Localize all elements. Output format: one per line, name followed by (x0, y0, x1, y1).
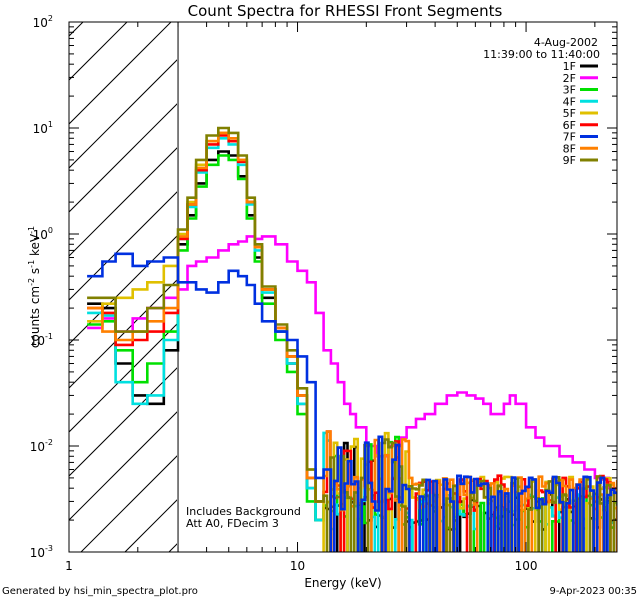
chart-title: Count Spectra for RHESSI Front Segments (188, 2, 503, 20)
y-tick-label: 101 (33, 120, 53, 136)
y-label-units: counts cm (28, 286, 42, 348)
date-label: 4-Aug-2002 (534, 36, 598, 49)
hatch-line (69, 191, 177, 301)
hatch-line (69, 411, 177, 521)
y-tick-label: 10-2 (30, 438, 53, 454)
hatch-line (69, 235, 177, 345)
hatch-line (69, 103, 177, 213)
hatch-line (69, 367, 177, 477)
y-tick-label: 10-3 (30, 544, 53, 560)
y-label-kev: keV (28, 233, 42, 260)
legend-label-3F: 3F (563, 84, 576, 97)
legend-label-9F: 9F (563, 154, 576, 167)
time-range-label: 11:39:00 to 11:40:00 (483, 48, 600, 61)
y-label-exp-s: -1 (27, 260, 36, 268)
x-axis-label: Energy (keV) (304, 576, 381, 590)
footer-timestamp: 9-Apr-2023 00:35 (550, 586, 637, 597)
legend-label-1F: 1F (563, 60, 576, 73)
x-tick-label: 10 (290, 559, 305, 573)
hatch-line (80, 455, 177, 552)
hatch-line (69, 22, 128, 81)
note-attenuator: Att A0, FDecim 3 (186, 517, 279, 530)
legend-label-5F: 5F (563, 107, 576, 120)
series-layer (87, 126, 617, 552)
hatch-line (69, 279, 177, 389)
x-tick-label: 1 (65, 559, 73, 573)
hatch-line (69, 59, 177, 169)
x-tick-labels: 1 10 100 (65, 559, 537, 573)
series-7F-line (87, 252, 617, 552)
note-background: Includes Background (186, 505, 301, 518)
y-tick-label: 10-1 (30, 332, 53, 348)
y-tick-labels: 10-3 10-2 10-1 100 101 102 (30, 14, 53, 560)
series-2F-line (87, 235, 617, 490)
axis-ticks (68, 22, 617, 553)
y-tick-label: 100 (33, 226, 53, 242)
hatch-line (69, 147, 177, 257)
y-tick-label: 102 (33, 14, 53, 30)
y-label-seconds: s (28, 268, 42, 278)
legend-label-8F: 8F (563, 142, 576, 155)
legend-label-2F: 2F (563, 72, 576, 85)
y-axis-label: counts cm-2 s-1 keV-1 (27, 226, 42, 348)
legend-label-7F: 7F (563, 131, 576, 144)
plot-frame (68, 21, 618, 553)
y-label-exp-kev: -1 (27, 226, 36, 234)
excluded-energy-hatch (69, 22, 177, 552)
legend-label-4F: 4F (563, 95, 576, 108)
y-label-exp-cm: -2 (27, 278, 36, 286)
hatch-line (69, 22, 172, 125)
legend-label-6F: 6F (563, 119, 576, 132)
footer-generator: Generated by hsi_min_spectra_plot.pro (2, 586, 198, 597)
x-tick-label: 100 (515, 559, 538, 573)
